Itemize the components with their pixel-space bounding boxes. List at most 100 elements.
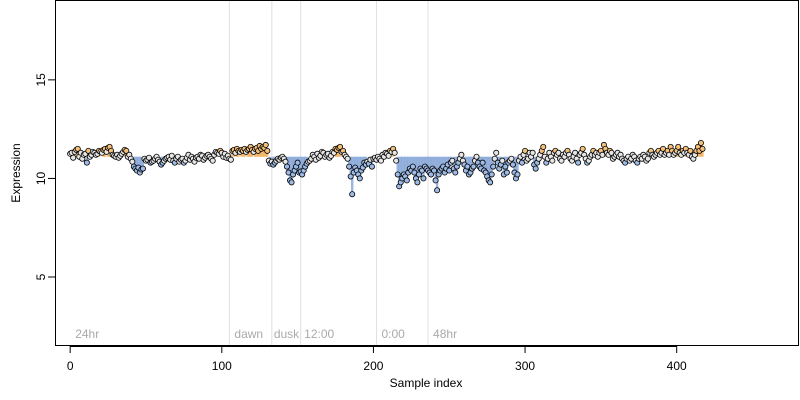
deviation-bar-192 (360, 156, 363, 171)
data-point-238 (428, 171, 435, 178)
data-point-268 (473, 153, 480, 160)
y-tick-label-1: 10 (34, 171, 48, 185)
group-labels: 24hr dawn dusk 12:00 0:00 48hr (75, 327, 457, 341)
data-point-252 (449, 157, 456, 164)
data-point-233 (420, 175, 427, 182)
x-tick-label-0: 0 (67, 359, 74, 373)
data-point-288 (503, 169, 510, 176)
deviation-bar-147 (291, 156, 295, 175)
data-point-292 (509, 161, 516, 168)
data-point-381 (644, 155, 651, 162)
data-point-278 (488, 171, 495, 178)
deviation-bar-244 (438, 156, 442, 171)
deviation-bar-306 (532, 156, 536, 165)
deviation-bar-417 (701, 148, 704, 157)
deviation-bar-232 (420, 156, 424, 171)
deviation-bar-187 (352, 156, 355, 173)
data-point-191 (356, 175, 363, 182)
deviation-bar-221 (404, 156, 407, 177)
deviation-bar-188 (354, 156, 357, 168)
data-point-143 (283, 163, 290, 170)
data-point-185 (347, 173, 354, 180)
deviation-bar-222 (405, 156, 408, 181)
deviation-bar-228 (414, 156, 418, 179)
deviation-bar-277 (488, 156, 492, 183)
deviation-bar-249 (446, 156, 449, 165)
deviation-bar-223 (407, 156, 410, 173)
deviation-bar-231 (419, 156, 422, 169)
data-point-11 (83, 159, 90, 166)
deviation-bar-226 (411, 156, 415, 167)
data-point-94 (209, 157, 216, 164)
data-point-280 (491, 155, 498, 162)
x-tick-label-4: 400 (667, 359, 687, 373)
deviation-bar-191 (358, 156, 361, 179)
y-axis: 5 10 15 (34, 73, 56, 280)
deviation-bar-152 (299, 156, 302, 172)
data-point-305 (529, 149, 536, 156)
deviation-bar-153 (300, 156, 304, 175)
data-point-277 (487, 179, 494, 186)
group-label-3: 12:00 (304, 327, 334, 341)
data-point-205 (378, 157, 385, 164)
deviation-bar-279 (492, 156, 495, 167)
x-tick-label-2: 200 (363, 359, 383, 373)
deviation-bar-238 (429, 156, 433, 175)
deviation-bar-230 (417, 156, 421, 175)
deviation-bar-128 (263, 147, 266, 157)
deviation-bar-235 (425, 156, 428, 169)
group-label-0: 24hr (75, 327, 99, 341)
data-point-279 (490, 163, 497, 170)
deviation-bar-275 (485, 156, 489, 177)
deviation-bar-220 (402, 156, 405, 175)
deviation-bar-48 (141, 156, 145, 169)
data-point-254 (452, 169, 459, 176)
deviation-bar-276 (487, 156, 490, 181)
y-axis-label: Expression (9, 143, 23, 202)
data-point-295 (514, 171, 521, 178)
deviation-bar-234 (423, 156, 427, 167)
deviation-bar-45 (137, 156, 140, 168)
data-point-222 (403, 177, 410, 184)
data-point-335 (575, 159, 582, 166)
data-point-416 (697, 139, 704, 146)
data-point-242 (434, 187, 441, 194)
data-point-312 (540, 143, 547, 150)
data-points (67, 139, 706, 198)
data-point-214 (391, 149, 398, 156)
x-tick-label-1: 100 (212, 359, 232, 373)
data-point-285 (499, 157, 506, 164)
deviation-bar-240 (432, 156, 436, 171)
data-point-230 (415, 171, 422, 178)
deviation-bar-262 (466, 156, 469, 167)
data-point-291 (508, 155, 515, 162)
deviation-bar-148 (293, 156, 296, 171)
deviation-bar-154 (302, 156, 305, 171)
group-label-5: 48hr (433, 327, 457, 341)
deviation-bar-146 (290, 156, 293, 183)
data-point-150 (294, 159, 301, 166)
deviation-bar-176 (335, 149, 339, 157)
data-point-37 (123, 147, 130, 154)
deviation-bar-47 (140, 156, 143, 170)
data-point-307 (532, 165, 539, 172)
deviation-bar-216 (396, 156, 399, 175)
deviation-bar-118 (247, 148, 251, 157)
deviation-bar-287 (504, 156, 507, 167)
data-point-401 (675, 143, 682, 150)
data-point-258 (458, 151, 465, 158)
deviation-bar-236 (426, 156, 430, 171)
data-point-226 (409, 163, 416, 170)
deviation-bar-225 (410, 156, 413, 171)
data-point-281 (493, 149, 500, 156)
data-point-240 (431, 167, 438, 174)
data-point-199 (368, 163, 375, 170)
data-point-216 (394, 171, 401, 178)
data-point-215 (393, 157, 400, 164)
deviation-bar-184 (347, 156, 351, 167)
data-point-142 (282, 158, 289, 165)
data-point-318 (549, 157, 556, 164)
x-axis: 0 100 200 300 400 (67, 346, 687, 373)
